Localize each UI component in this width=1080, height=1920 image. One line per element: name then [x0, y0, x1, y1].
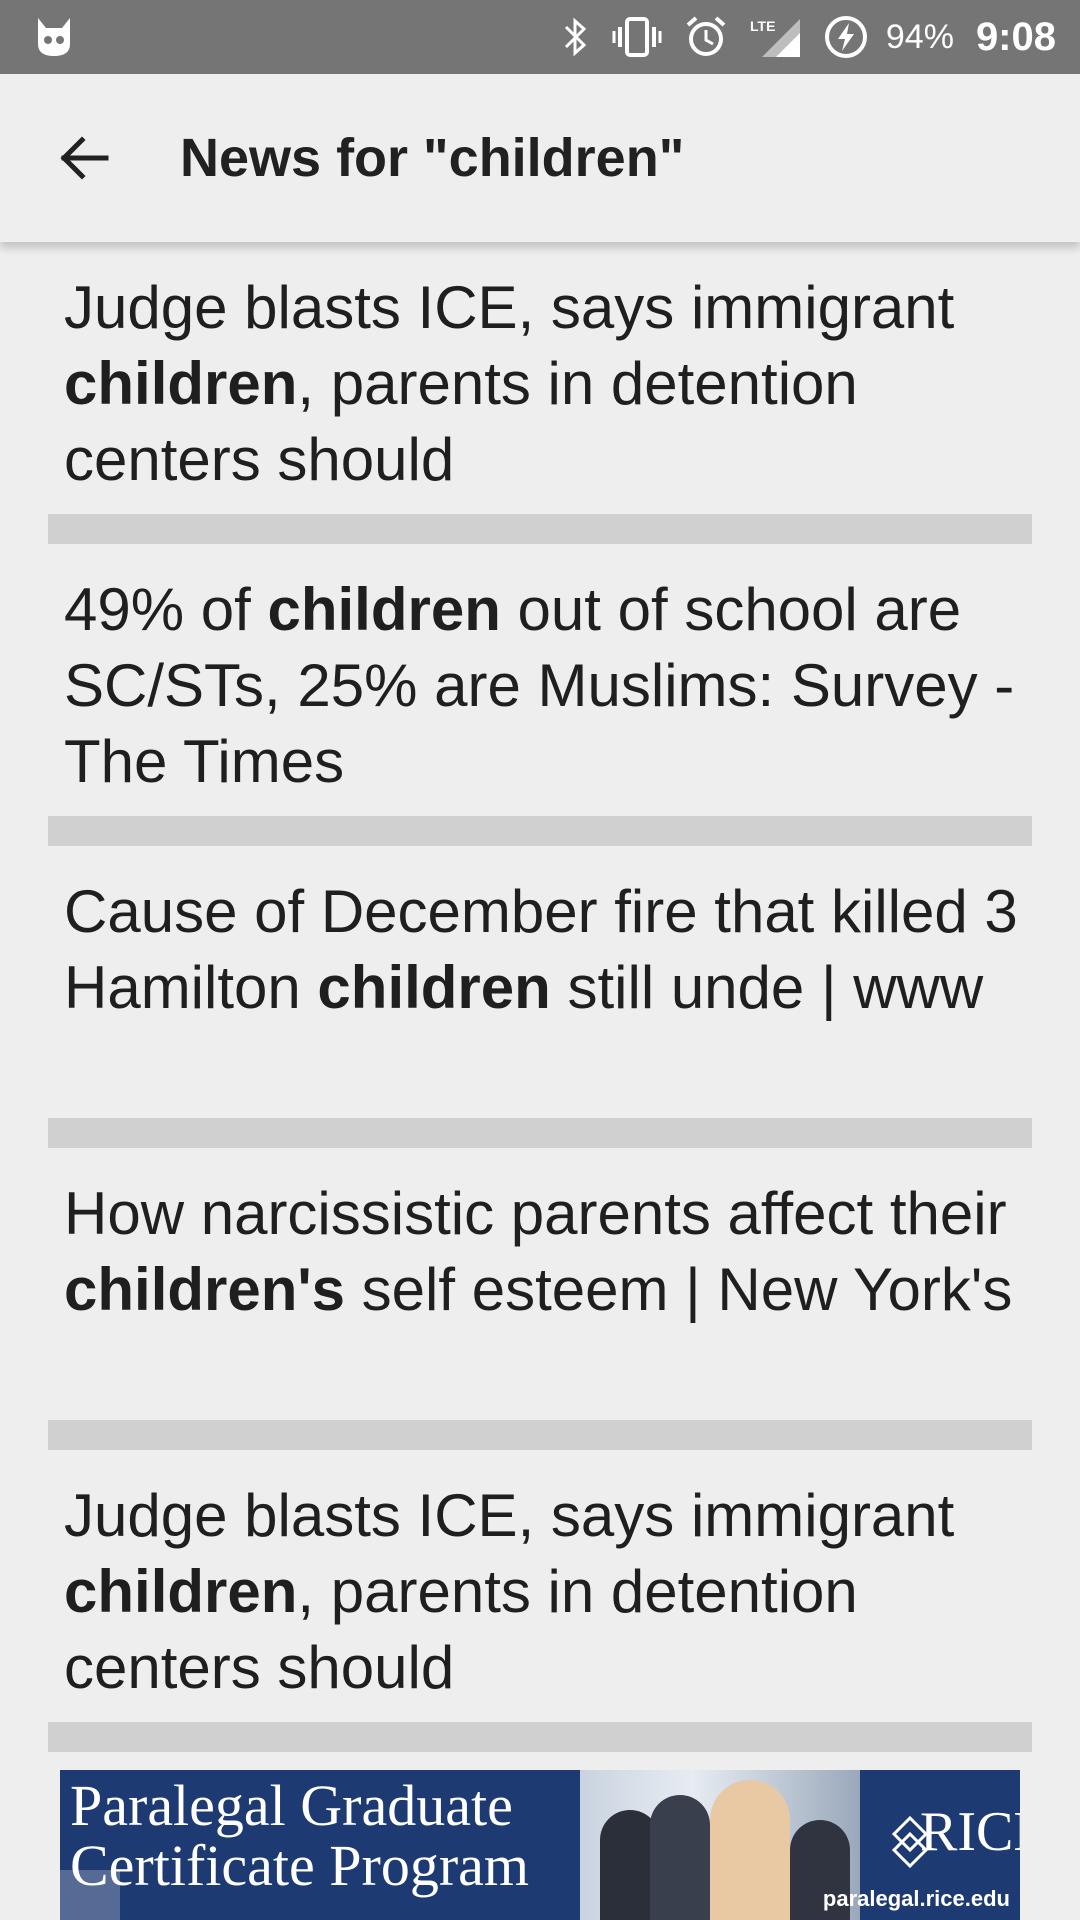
battery-charging-icon	[824, 16, 867, 58]
news-item[interactable]: Judge blasts ICE, says immigrant childre…	[0, 242, 1080, 544]
app-bar: News for "children"	[0, 74, 1080, 242]
rice-shield-icon	[891, 1815, 929, 1869]
divider	[48, 514, 1032, 544]
ad-photo	[580, 1770, 860, 1920]
news-item[interactable]: How narcissistic parents affect their ch…	[0, 1148, 1080, 1450]
divider	[48, 1722, 1032, 1752]
battery-percent: 94%	[885, 17, 954, 56]
ad-line-1: Paralegal Graduate	[70, 1773, 513, 1838]
divider	[48, 1420, 1032, 1450]
ad-headline: Paralegal Graduate Certificate Program	[70, 1776, 630, 1896]
divider	[48, 1118, 1032, 1148]
news-item[interactable]: Cause of December fire that killed 3 Ham…	[0, 846, 1080, 1148]
ad-banner[interactable]: Paralegal Graduate Certificate Program R…	[60, 1770, 1020, 1920]
ad-url: paralegal.rice.edu	[822, 1886, 1010, 1911]
news-headline: Cause of December fire that killed 3 Ham…	[64, 878, 1018, 1021]
status-bar: LTE 94% 9:08	[0, 0, 1080, 74]
cat-notification-icon	[38, 18, 70, 56]
ad-info-icon[interactable]	[60, 1870, 120, 1920]
bluetooth-icon	[564, 17, 587, 57]
news-headline: 49% of children out of school are SC/STs…	[64, 576, 1015, 795]
page-title: News for "children"	[180, 128, 685, 188]
news-item[interactable]: Judge blasts ICE, says immigrant childre…	[0, 1450, 1080, 1752]
news-headline: How narcissistic parents affect their ch…	[64, 1180, 1013, 1323]
lte-signal-icon: LTE	[750, 18, 800, 57]
alarm-icon	[686, 16, 726, 56]
arrow-back-icon[interactable]	[56, 130, 112, 186]
news-list: Judge blasts ICE, says immigrant childre…	[0, 242, 1080, 1752]
news-headline: Judge blasts ICE, says immigrant childre…	[64, 1482, 955, 1701]
vibrate-icon	[612, 17, 662, 57]
svg-text:LTE: LTE	[750, 18, 775, 34]
clock: 9:08	[975, 14, 1056, 59]
news-headline: Judge blasts ICE, says immigrant childre…	[64, 274, 955, 493]
ad-line-2: Certificate Program	[70, 1833, 529, 1898]
divider	[48, 816, 1032, 846]
ad-brand: RICE	[920, 1801, 1020, 1863]
news-item[interactable]: 49% of children out of school are SC/STs…	[0, 544, 1080, 846]
